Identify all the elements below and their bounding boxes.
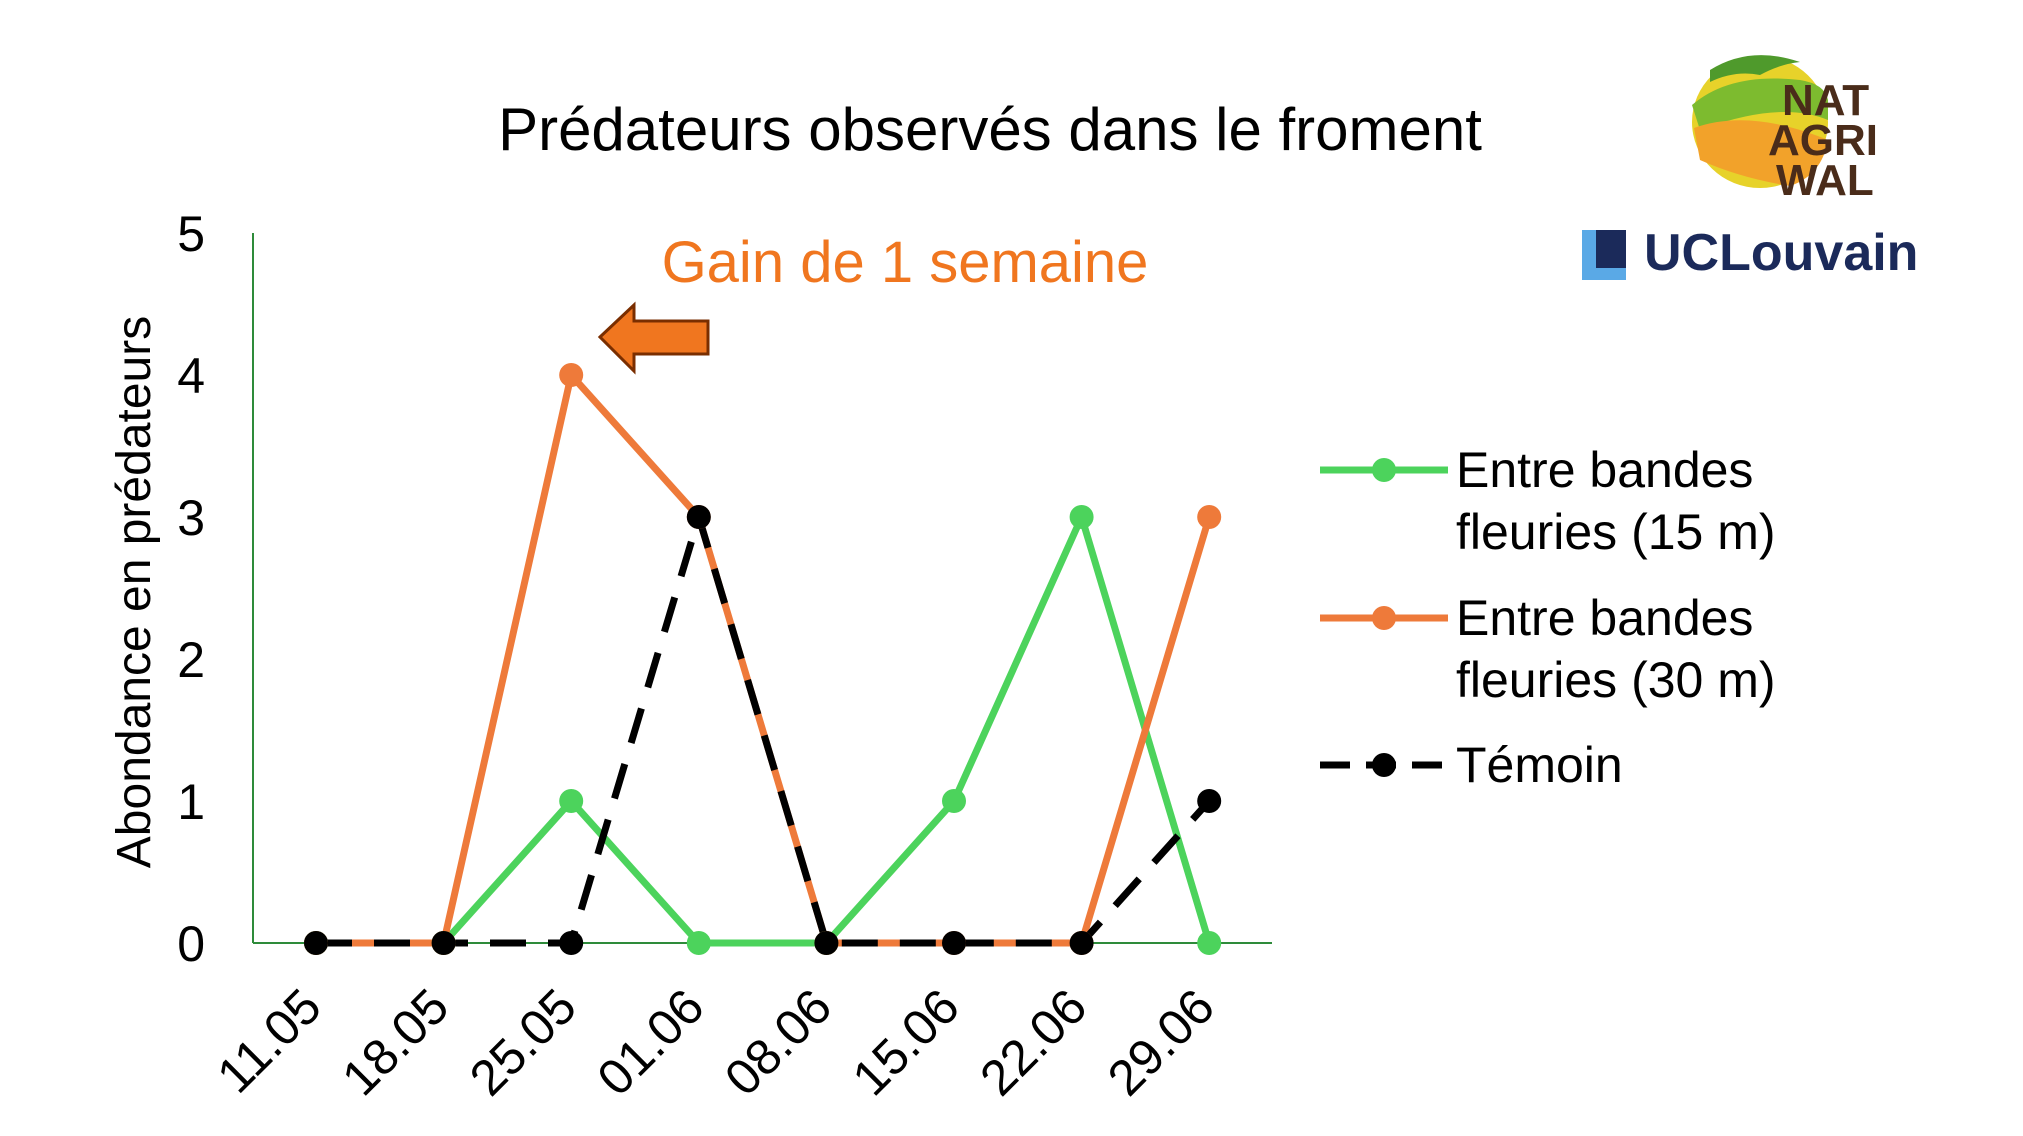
y-tick-label: 0 [177,916,205,972]
natagriwal-logo-line-2: AGRI [1768,116,1878,165]
x-tick-labels: 11.05 18.05 25.05 01.06 08.06 15.06 22.06 29.06 [206,978,1225,1106]
x-tick-label: 22.06 [969,978,1097,1106]
left-arrow-icon [597,301,710,375]
natagriwal-logo-line-3: WAL [1776,156,1874,205]
data-point [559,363,584,387]
series-line-2 [316,513,1212,947]
data-point [1197,505,1222,529]
x-tick-label: 11.05 [206,978,331,1103]
data-point [814,931,839,955]
legend-label: Entre bandes [1456,442,1753,498]
data-point [559,931,584,955]
series-layer [304,363,1222,955]
y-tick-label: 2 [177,632,205,688]
series-line-0 [316,513,1213,947]
legend-label: fleuries (15 m) [1456,504,1776,560]
annotation-text: Gain de 1 semaine [662,230,1149,295]
x-tick-label: 15.06 [842,978,970,1106]
legend-label: fleuries (30 m) [1456,652,1776,708]
series-lines [316,371,1213,947]
legend-label: Témoin [1456,737,1623,793]
natagriwal-logo-hill [1692,78,1828,130]
x-tick-label: 18.05 [331,978,459,1106]
data-point [304,931,328,955]
y-tick-label: 5 [177,206,205,262]
series-line-1 [316,371,1213,947]
data-point [942,789,966,813]
y-tick-label: 1 [177,774,205,830]
uclouvain-logo-mark-dark [1596,230,1626,268]
legend-swatch-marker [1372,458,1396,482]
series-points [304,363,1222,955]
data-point [431,931,456,955]
data-point [1069,505,1094,529]
data-point [1197,789,1222,813]
data-point [686,505,711,529]
data-point [686,931,711,955]
legend-swatch-marker [1372,753,1396,777]
legend: Entre bandes fleuries (15 m) Entre bandes f… [1320,442,1776,793]
y-tick-labels: 0 1 2 3 4 5 [177,206,205,972]
natagriwal-logo-top [1710,55,1800,82]
y-axis-label: Abondance en prédateurs [108,316,161,868]
natagriwal-logo: NAT AGRI WAL [1692,55,1878,205]
legend-label: Entre bandes [1456,590,1753,646]
x-tick-label: 29.06 [1097,978,1225,1106]
x-tick-label: 08.06 [714,978,842,1106]
uclouvain-logo: UCLouvain [1582,224,1918,282]
uclouvain-logo-text: UCLouvain [1644,224,1918,282]
data-point [559,789,584,813]
natagriwal-logo-field [1694,120,1828,186]
y-tick-label: 4 [177,348,205,404]
data-point [1069,931,1094,955]
x-tick-label: 25.05 [459,978,587,1106]
data-point [1197,931,1222,955]
x-tick-label: 01.06 [587,978,715,1106]
y-tick-label: 3 [177,490,205,546]
data-point [942,931,966,955]
legend-swatch-marker [1372,606,1396,630]
chart-title: Prédateurs observés dans le froment [498,96,1482,163]
natagriwal-logo-line-1: NAT [1782,76,1869,125]
